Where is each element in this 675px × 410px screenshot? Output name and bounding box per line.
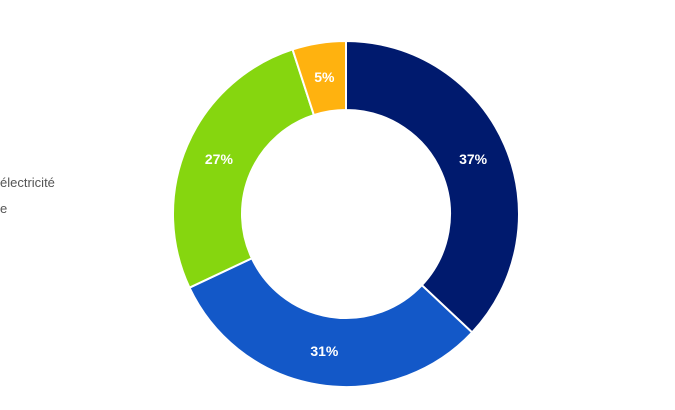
- legend-item-2[interactable]: s: [0, 250, 1, 265]
- legend-item-0[interactable]: électricité: [0, 175, 55, 190]
- donut-slice-0[interactable]: [345, 39, 521, 334]
- data-label-1: 31%: [310, 343, 339, 359]
- data-label-3: 5%: [314, 69, 335, 85]
- donut-slice-2[interactable]: [172, 48, 316, 289]
- donut-slice-1[interactable]: [188, 256, 474, 389]
- data-label-0: 37%: [459, 151, 488, 167]
- donut-slice-3[interactable]: [291, 39, 347, 117]
- data-label-2: 27%: [205, 151, 234, 167]
- legend-item-1[interactable]: e: [0, 201, 8, 216]
